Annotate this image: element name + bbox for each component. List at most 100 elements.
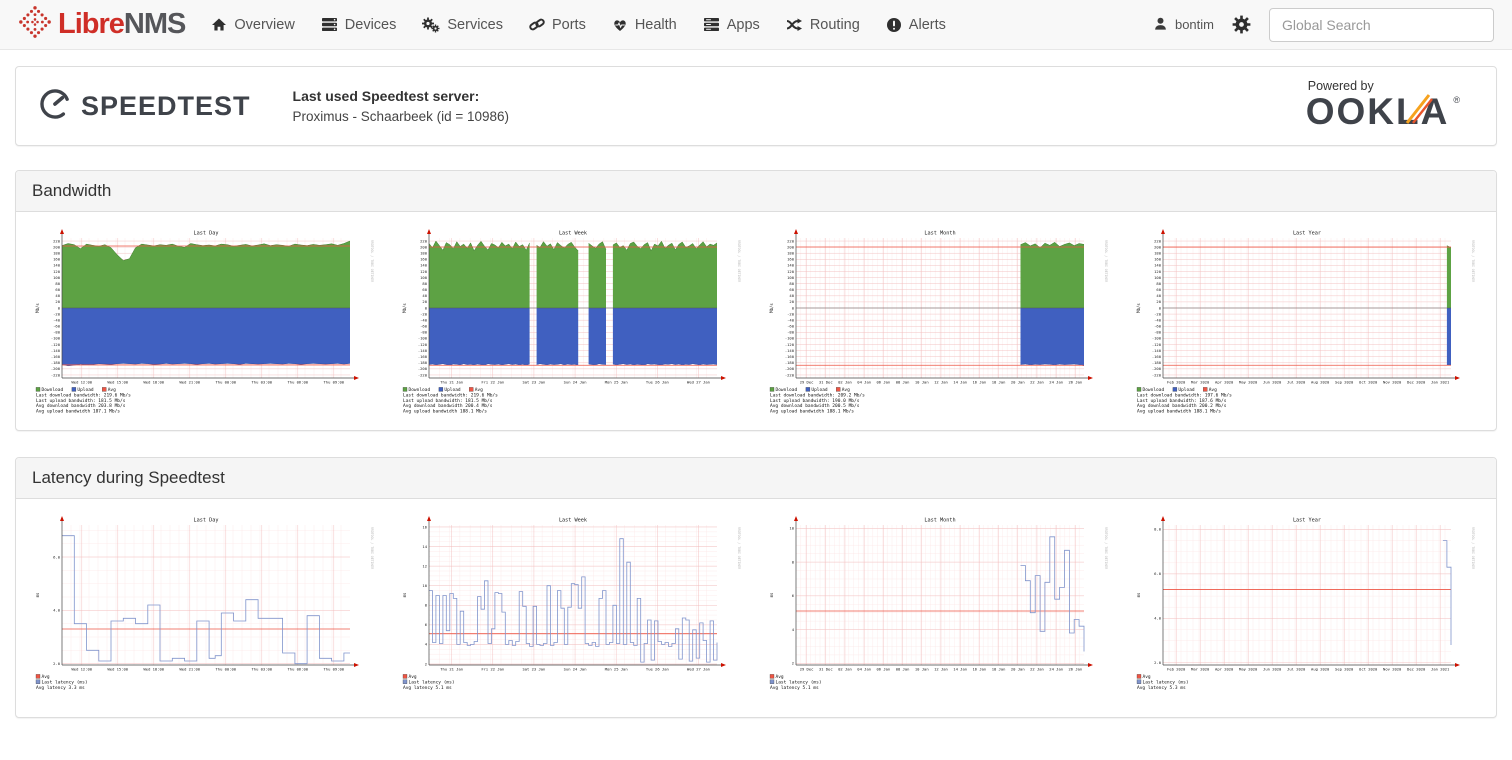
svg-text:14: 14: [422, 544, 427, 549]
svg-text:80: 80: [1156, 281, 1161, 286]
svg-text:Oct 2020: Oct 2020: [1359, 380, 1378, 385]
svg-text:60: 60: [422, 287, 427, 292]
svg-text:-160: -160: [1152, 354, 1162, 359]
svg-text:Dec 2020: Dec 2020: [1407, 380, 1426, 385]
svg-text:Thu 21 Jan: Thu 21 Jan: [440, 667, 463, 672]
svg-text:100: 100: [1154, 275, 1162, 280]
svg-text:Fri 22 Jan: Fri 22 Jan: [481, 380, 504, 385]
nav-item-alerts[interactable]: Alerts: [886, 17, 946, 33]
settings-gear-icon[interactable]: [1232, 15, 1251, 34]
nav-item-services[interactable]: Services: [422, 17, 503, 33]
svg-text:20: 20: [55, 299, 60, 304]
svg-text:140: 140: [787, 263, 795, 268]
svg-text:Avg: Avg: [1209, 387, 1217, 393]
svg-text:8: 8: [792, 559, 795, 564]
nav-item-routing[interactable]: Routing: [786, 17, 860, 33]
svg-text:Sep 2020: Sep 2020: [1335, 380, 1354, 385]
svg-text:-120: -120: [418, 342, 428, 347]
svg-text:ms: ms: [1136, 592, 1141, 597]
svg-text:220: 220: [420, 238, 428, 243]
svg-text:Wed 18:00: Wed 18:00: [144, 667, 165, 672]
svg-text:10: 10: [422, 583, 427, 588]
graph-bandwidth-last-day[interactable]: -220-200-180-160-140-120-100-80-60-40-20…: [32, 228, 379, 420]
svg-text:24 Jan: 24 Jan: [1049, 667, 1063, 672]
svg-text:-120: -120: [1152, 342, 1162, 347]
svg-text:Avg: Avg: [108, 387, 116, 393]
svg-text:Apr 2020: Apr 2020: [1215, 380, 1234, 385]
svg-text:4.0: 4.0: [1154, 616, 1162, 621]
svg-text:18 Jan: 18 Jan: [992, 380, 1006, 385]
svg-text:Avg upload bandwidth 188.1 Mb/: Avg upload bandwidth 188.1 Mb/s: [403, 409, 487, 415]
global-search-input[interactable]: [1269, 8, 1494, 42]
svg-text:Avg latency 5.3 ms: Avg latency 5.3 ms: [1137, 685, 1186, 691]
graph-bandwidth-last-month[interactable]: -220-200-180-160-140-120-100-80-60-40-20…: [766, 228, 1113, 420]
librenms-logo[interactable]: LibreNMS: [18, 5, 185, 44]
svg-text:120: 120: [53, 269, 61, 274]
svg-text:-200: -200: [1152, 366, 1162, 371]
graph-latency-last-day[interactable]: 2.04.06.0Wed 12:00Wed 15:00Wed 18:00Wed …: [32, 515, 379, 707]
svg-text:2.0: 2.0: [53, 661, 61, 666]
graph-latency-last-week[interactable]: 246810121416Thu 21 JanFri 22 JanSat 23 J…: [399, 515, 746, 707]
svg-text:-180: -180: [51, 360, 61, 365]
svg-text:RRDTOOL / TOBI OETIKER: RRDTOOL / TOBI OETIKER: [370, 527, 374, 569]
nav-item-overview[interactable]: Overview: [211, 17, 294, 33]
svg-text:16 Jan: 16 Jan: [973, 667, 987, 672]
svg-text:Avg latency 5.1 ms: Avg latency 5.1 ms: [403, 685, 452, 691]
svg-text:20: 20: [1156, 299, 1161, 304]
svg-text:4.0: 4.0: [53, 608, 61, 613]
svg-text:ms: ms: [402, 592, 407, 597]
svg-text:Download: Download: [1143, 387, 1165, 393]
svg-text:180: 180: [420, 251, 428, 256]
svg-text:Mb/s: Mb/s: [35, 303, 40, 313]
svg-text:6: 6: [425, 622, 428, 627]
svg-text:20 Jan: 20 Jan: [1011, 667, 1025, 672]
svg-text:22 Jan: 22 Jan: [1030, 667, 1044, 672]
svg-text:60: 60: [1156, 287, 1161, 292]
graph-bandwidth-last-year[interactable]: -220-200-180-160-140-120-100-80-60-40-20…: [1133, 228, 1480, 420]
svg-text:Avg download bandwidth 200.5 M: Avg download bandwidth 200.5 Mb/s: [770, 403, 860, 409]
svg-text:26 Jan: 26 Jan: [1069, 380, 1083, 385]
nav-item-ports[interactable]: Ports: [529, 17, 586, 33]
svg-text:Last Month: Last Month: [924, 518, 955, 524]
svg-text:Nov 2020: Nov 2020: [1383, 667, 1402, 672]
svg-text:Last download bandwidth: 219.6: Last download bandwidth: 219.6 Mb/s: [36, 392, 131, 398]
speedtest-info-card: SPEEDTEST Last used Speedtest server: Pr…: [15, 66, 1497, 146]
svg-text:180: 180: [1154, 251, 1162, 256]
nav-item-apps[interactable]: Apps: [703, 17, 760, 33]
svg-text:Jan 2021: Jan 2021: [1431, 667, 1450, 672]
svg-text:-40: -40: [787, 317, 795, 322]
svg-text:Sun 24 Jan: Sun 24 Jan: [564, 380, 587, 385]
svg-text:Nov 2020: Nov 2020: [1383, 380, 1402, 385]
svg-text:-40: -40: [1154, 317, 1162, 322]
svg-text:Last download bandwidth: 209.2: Last download bandwidth: 209.2 Mb/s: [770, 392, 865, 398]
svg-text:Sat 23 Jan: Sat 23 Jan: [522, 380, 545, 385]
svg-text:20: 20: [422, 299, 427, 304]
nav-item-devices[interactable]: Devices: [321, 17, 397, 33]
svg-text:Thu 09:00: Thu 09:00: [324, 380, 345, 385]
svg-text:Last Year: Last Year: [1293, 231, 1321, 237]
svg-text:20: 20: [789, 299, 794, 304]
svg-text:Mb/s: Mb/s: [402, 303, 407, 313]
svg-text:14 Jan: 14 Jan: [953, 380, 967, 385]
svg-text:8.0: 8.0: [1154, 527, 1162, 532]
svg-text:04 Jan: 04 Jan: [857, 380, 871, 385]
svg-text:Sun 24 Jan: Sun 24 Jan: [564, 667, 587, 672]
nav-item-health[interactable]: Health: [612, 17, 677, 33]
svg-text:Avg upload bandwidth 188.1 Mb/: Avg upload bandwidth 188.1 Mb/s: [1137, 409, 1221, 415]
svg-text:RRDTOOL / TOBI OETIKER: RRDTOOL / TOBI OETIKER: [1471, 527, 1475, 569]
svg-text:Last Day: Last Day: [194, 231, 219, 237]
svg-text:4: 4: [792, 627, 795, 632]
svg-text:Mon 25 Jan: Mon 25 Jan: [605, 667, 628, 672]
svg-text:Wed 15:00: Wed 15:00: [108, 667, 129, 672]
svg-text:Last download bandwidth: 219.6: Last download bandwidth: 219.6 Mb/s: [403, 392, 498, 398]
graph-latency-last-year[interactable]: 2.04.06.08.0Feb 2020Mar 2020Apr 2020May …: [1133, 515, 1480, 707]
graph-bandwidth-last-week[interactable]: -220-200-180-160-140-120-100-80-60-40-20…: [399, 228, 746, 420]
brand-text: LibreNMS: [58, 8, 185, 41]
graph-latency-last-month[interactable]: 24681029 Dec31 Dec02 Jan04 Jan06 Jan08 J…: [766, 515, 1113, 707]
svg-text:RRDTOOL / TOBI OETIKER: RRDTOOL / TOBI OETIKER: [737, 527, 741, 569]
svg-text:180: 180: [787, 251, 795, 256]
svg-text:06 Jan: 06 Jan: [877, 380, 891, 385]
user-menu[interactable]: bontim: [1153, 16, 1214, 34]
svg-text:ms: ms: [769, 592, 774, 597]
svg-text:Jul 2020: Jul 2020: [1287, 667, 1306, 672]
